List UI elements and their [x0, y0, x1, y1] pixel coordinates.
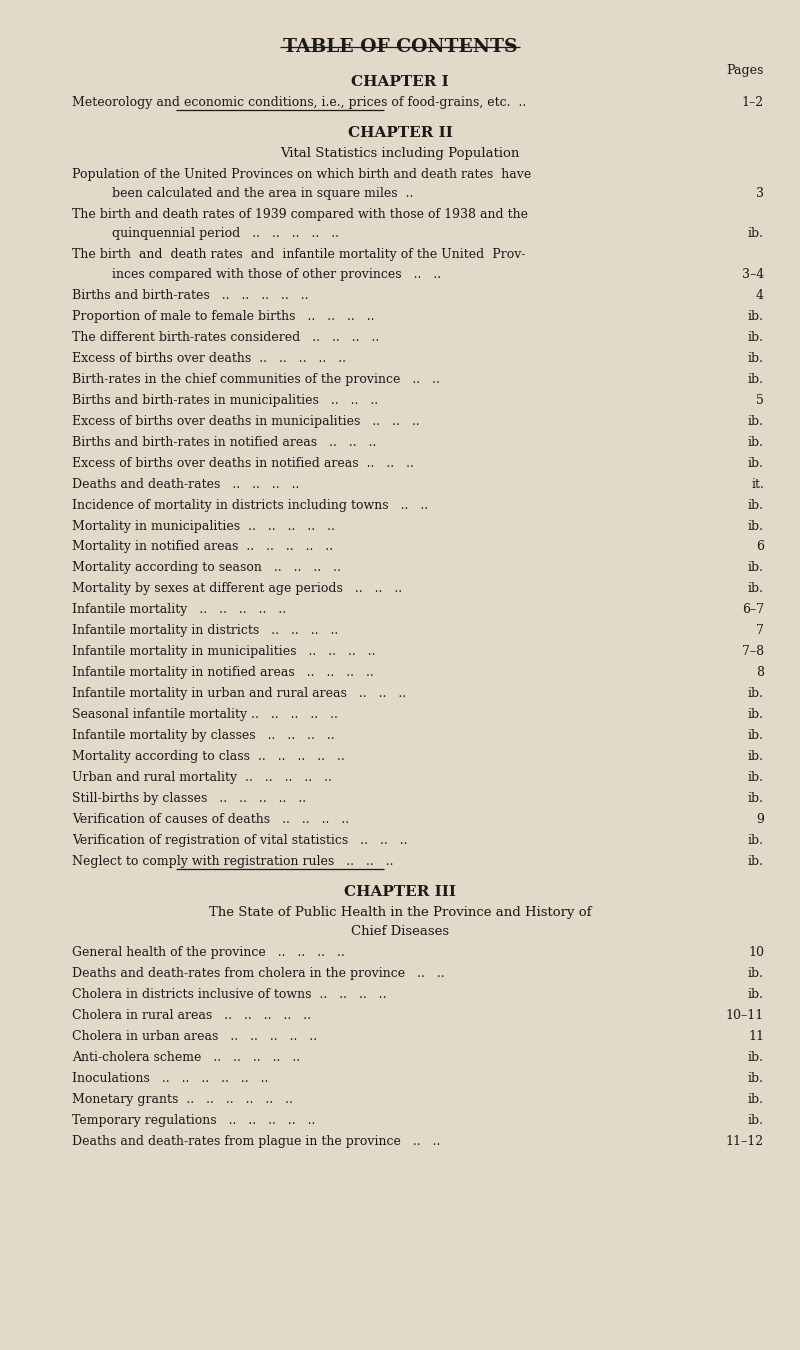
Text: ib.: ib. [748, 582, 764, 595]
Text: Verification of registration of vital statistics   ..   ..   ..: Verification of registration of vital st… [72, 834, 407, 848]
Text: ib.: ib. [748, 352, 764, 365]
Text: Deaths and death-rates   ..   ..   ..   ..: Deaths and death-rates .. .. .. .. [72, 478, 299, 490]
Text: The birth and death rates of 1939 compared with those of 1938 and the: The birth and death rates of 1939 compar… [72, 208, 528, 221]
Text: Still-births by classes   ..   ..   ..   ..   ..: Still-births by classes .. .. .. .. .. [72, 792, 306, 805]
Text: ib.: ib. [748, 562, 764, 575]
Text: Temporary regulations   ..   ..   ..   ..   ..: Temporary regulations .. .. .. .. .. [72, 1114, 315, 1127]
Text: Birth-rates in the chief communities of the province   ..   ..: Birth-rates in the chief communities of … [72, 373, 440, 386]
Text: Excess of births over deaths in municipalities   ..   ..   ..: Excess of births over deaths in municipa… [72, 414, 420, 428]
Text: CHAPTER II: CHAPTER II [347, 126, 453, 139]
Text: it.: it. [751, 478, 764, 490]
Text: ib.: ib. [748, 751, 764, 763]
Text: Excess of births over deaths in notified areas  ..   ..   ..: Excess of births over deaths in notified… [72, 456, 414, 470]
Text: ib.: ib. [748, 331, 764, 344]
Text: 11: 11 [748, 1030, 764, 1044]
Text: Seasonal infantile mortality ..   ..   ..   ..   ..: Seasonal infantile mortality .. .. .. ..… [72, 709, 338, 721]
Text: Excess of births over deaths  ..   ..   ..   ..   ..: Excess of births over deaths .. .. .. ..… [72, 352, 346, 365]
Text: Inoculations   ..   ..   ..   ..   ..   ..: Inoculations .. .. .. .. .. .. [72, 1072, 268, 1085]
Text: Deaths and death-rates from cholera in the province   ..   ..: Deaths and death-rates from cholera in t… [72, 967, 445, 980]
Text: ib.: ib. [748, 520, 764, 532]
Text: ib.: ib. [748, 967, 764, 980]
Text: 3–4: 3–4 [742, 267, 764, 281]
Text: Proportion of male to female births   ..   ..   ..   ..: Proportion of male to female births .. .… [72, 309, 374, 323]
Text: 10–11: 10–11 [726, 1008, 764, 1022]
Text: ib.: ib. [748, 456, 764, 470]
Text: Verification of causes of deaths   ..   ..   ..   ..: Verification of causes of deaths .. .. .… [72, 813, 349, 826]
Text: 8: 8 [756, 667, 764, 679]
Text: ib.: ib. [748, 1052, 764, 1064]
Text: 6: 6 [756, 540, 764, 553]
Text: Mortality according to class  ..   ..   ..   ..   ..: Mortality according to class .. .. .. ..… [72, 751, 345, 763]
Text: Meteorology and economic conditions, i.e., prices of food-grains, etc.  ..: Meteorology and economic conditions, i.e… [72, 96, 526, 109]
Text: ib.: ib. [748, 687, 764, 701]
Text: Mortality according to season   ..   ..   ..   ..: Mortality according to season .. .. .. .… [72, 562, 341, 575]
Text: Cholera in urban areas   ..   ..   ..   ..   ..: Cholera in urban areas .. .. .. .. .. [72, 1030, 317, 1044]
Text: The State of Public Health in the Province and History of: The State of Public Health in the Provin… [209, 906, 591, 919]
Text: 7–8: 7–8 [742, 645, 764, 659]
Text: ib.: ib. [748, 709, 764, 721]
Text: Deaths and death-rates from plague in the province   ..   ..: Deaths and death-rates from plague in th… [72, 1135, 440, 1148]
Text: Population of the United Provinces on which birth and death rates  have: Population of the United Provinces on wh… [72, 167, 531, 181]
Text: Pages: Pages [726, 63, 764, 77]
Text: ib.: ib. [748, 771, 764, 784]
Text: Neglect to comply with registration rules   ..   ..   ..: Neglect to comply with registration rule… [72, 855, 394, 868]
Text: The birth  and  death rates  and  infantile mortality of the United  Prov-: The birth and death rates and infantile … [72, 248, 526, 262]
Text: ib.: ib. [748, 227, 764, 240]
Text: CHAPTER III: CHAPTER III [344, 886, 456, 899]
Text: Infantile mortality in urban and rural areas   ..   ..   ..: Infantile mortality in urban and rural a… [72, 687, 406, 701]
Text: ib.: ib. [748, 498, 764, 512]
Text: ib.: ib. [748, 1094, 764, 1106]
Text: Infantile mortality in municipalities   ..   ..   ..   ..: Infantile mortality in municipalities ..… [72, 645, 375, 659]
Text: ib.: ib. [748, 792, 764, 805]
Text: Cholera in rural areas   ..   ..   ..   ..   ..: Cholera in rural areas .. .. .. .. .. [72, 1008, 311, 1022]
Text: Urban and rural mortality  ..   ..   ..   ..   ..: Urban and rural mortality .. .. .. .. .. [72, 771, 332, 784]
Text: Mortality in municipalities  ..   ..   ..   ..   ..: Mortality in municipalities .. .. .. .. … [72, 520, 335, 532]
Text: ib.: ib. [748, 436, 764, 448]
Text: CHAPTER I: CHAPTER I [351, 74, 449, 89]
Text: 9: 9 [756, 813, 764, 826]
Text: ib.: ib. [748, 855, 764, 868]
Text: 7: 7 [756, 625, 764, 637]
Text: TABLE OF CONTENTS: TABLE OF CONTENTS [282, 38, 518, 55]
Text: Incidence of mortality in districts including towns   ..   ..: Incidence of mortality in districts incl… [72, 498, 428, 512]
Text: quinquennial period   ..   ..   ..   ..   ..: quinquennial period .. .. .. .. .. [96, 227, 339, 240]
Text: ib.: ib. [748, 1072, 764, 1085]
Text: Births and birth-rates in notified areas   ..   ..   ..: Births and birth-rates in notified areas… [72, 436, 376, 448]
Text: inces compared with those of other provinces   ..   ..: inces compared with those of other provi… [96, 267, 441, 281]
Text: Anti-cholera scheme   ..   ..   ..   ..   ..: Anti-cholera scheme .. .. .. .. .. [72, 1052, 300, 1064]
Text: ib.: ib. [748, 1114, 764, 1127]
Text: been calculated and the area in square miles  ..: been calculated and the area in square m… [96, 188, 414, 200]
Text: 10: 10 [748, 946, 764, 958]
Text: ib.: ib. [748, 373, 764, 386]
Text: Monetary grants  ..   ..   ..   ..   ..   ..: Monetary grants .. .. .. .. .. .. [72, 1094, 293, 1106]
Text: 3: 3 [756, 188, 764, 200]
Text: ib.: ib. [748, 414, 764, 428]
Text: Cholera in districts inclusive of towns  ..   ..   ..   ..: Cholera in districts inclusive of towns … [72, 988, 386, 1002]
Text: Births and birth-rates   ..   ..   ..   ..   ..: Births and birth-rates .. .. .. .. .. [72, 289, 309, 302]
Text: ib.: ib. [748, 309, 764, 323]
Text: The different birth-rates considered   ..   ..   ..   ..: The different birth-rates considered .. … [72, 331, 379, 344]
Text: Infantile mortality by classes   ..   ..   ..   ..: Infantile mortality by classes .. .. .. … [72, 729, 334, 742]
Text: Vital Statistics including Population: Vital Statistics including Population [280, 147, 520, 159]
Text: ib.: ib. [748, 988, 764, 1002]
Text: 1–2: 1–2 [742, 96, 764, 109]
Text: Mortality by sexes at different age periods   ..   ..   ..: Mortality by sexes at different age peri… [72, 582, 402, 595]
Text: Infantile mortality in notified areas   ..   ..   ..   ..: Infantile mortality in notified areas ..… [72, 667, 374, 679]
Text: Mortality in notified areas  ..   ..   ..   ..   ..: Mortality in notified areas .. .. .. .. … [72, 540, 333, 553]
Text: ib.: ib. [748, 834, 764, 848]
Text: General health of the province   ..   ..   ..   ..: General health of the province .. .. .. … [72, 946, 345, 958]
Text: Infantile mortality in districts   ..   ..   ..   ..: Infantile mortality in districts .. .. .… [72, 625, 338, 637]
Text: 11–12: 11–12 [726, 1135, 764, 1148]
Text: Chief Diseases: Chief Diseases [351, 925, 449, 938]
Text: 5: 5 [756, 394, 764, 406]
Text: ib.: ib. [748, 729, 764, 742]
Text: Infantile mortality   ..   ..   ..   ..   ..: Infantile mortality .. .. .. .. .. [72, 603, 286, 617]
Text: Births and birth-rates in municipalities   ..   ..   ..: Births and birth-rates in municipalities… [72, 394, 378, 406]
Text: 6–7: 6–7 [742, 603, 764, 617]
Text: 4: 4 [756, 289, 764, 302]
